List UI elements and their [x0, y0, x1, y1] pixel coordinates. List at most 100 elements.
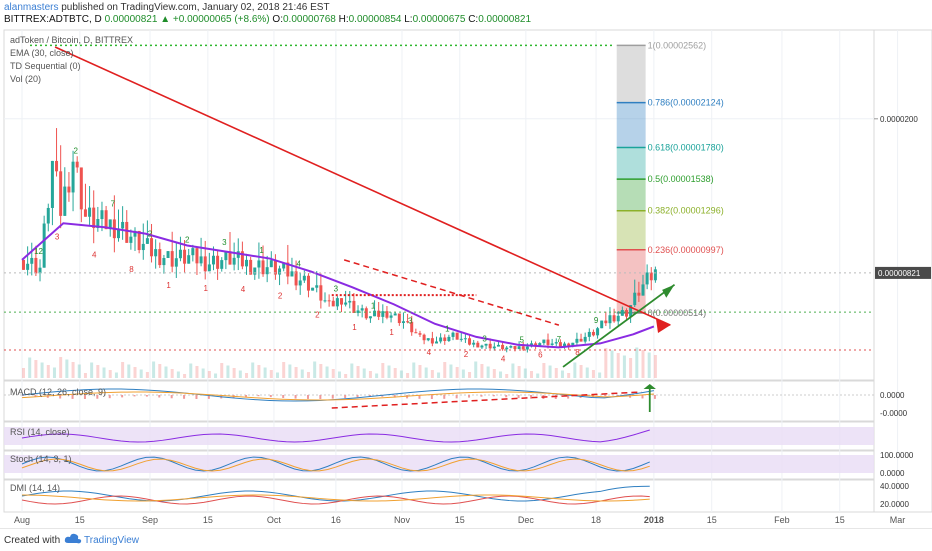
fib-band: [616, 210, 646, 250]
volume-bar: [232, 368, 236, 378]
volume-bar: [430, 370, 434, 378]
macd-histogram-bar: [381, 395, 384, 397]
candle-body: [178, 249, 182, 259]
candle-body: [393, 313, 397, 316]
candle-body: [216, 255, 220, 269]
volume-bar: [523, 368, 527, 378]
candle-body: [397, 313, 401, 324]
candle-body: [352, 300, 356, 313]
dmi-pane[interactable]: [3, 479, 875, 513]
stoch-k-line: [21, 456, 650, 472]
volume-bar: [28, 357, 32, 378]
macd-histogram-bar: [331, 395, 334, 399]
candle-body: [525, 346, 529, 350]
candle-body: [195, 248, 199, 264]
candle-body: [587, 331, 591, 337]
last-value: 0.00000821: [104, 14, 158, 25]
candle-body: [137, 230, 141, 251]
candle-body: [492, 346, 496, 349]
volume-bar: [139, 369, 143, 378]
candle-body: [542, 339, 546, 344]
dmi-y-label: 40.0000: [880, 482, 909, 491]
candle-body: [315, 285, 319, 288]
volume-bar: [275, 372, 279, 378]
candle-body: [282, 262, 286, 269]
candle-body: [269, 260, 273, 268]
dmi-minus-line: [21, 495, 650, 505]
stoch-d-line: [21, 458, 650, 472]
candle-body: [608, 315, 612, 324]
macd-histogram-bar: [245, 395, 248, 397]
candle-body: [174, 258, 178, 267]
candle-body: [154, 249, 158, 257]
td-count-label: 9: [594, 316, 599, 325]
price-chart[interactable]: 1(0.00002562) 0.786(0.00002124) 0.618(0.00…: [0, 0, 932, 528]
x-tick-label: 2018: [644, 515, 664, 525]
candle-body: [571, 342, 575, 347]
candle-body: [616, 315, 620, 322]
last-price-label: 0.00000821: [878, 269, 921, 278]
candle-body: [368, 316, 372, 319]
volume-bar: [331, 369, 335, 378]
macd-histogram-bar: [344, 395, 347, 399]
publish-info: published on TradingView.com, January 02…: [61, 2, 330, 13]
volume-bar: [610, 350, 614, 378]
volume-bar: [158, 364, 162, 378]
volume-bar: [251, 362, 255, 378]
candle-body: [50, 160, 54, 208]
candle-body: [63, 186, 67, 216]
fib-level-label: 0.5(0.00001538): [648, 174, 714, 184]
macd-histogram-bar: [629, 395, 632, 398]
macd-histogram-bar: [368, 395, 371, 397]
td-count-label: 1: [371, 301, 376, 310]
candle-body: [265, 267, 269, 275]
volume-bar: [424, 367, 428, 378]
macd-histogram-bar: [282, 395, 285, 398]
candle-body: [418, 333, 422, 335]
dmi-plus-line: [21, 485, 650, 502]
author-link[interactable]: alanmasters: [4, 2, 59, 13]
candle-body: [26, 263, 30, 270]
candle-body: [245, 259, 249, 267]
volume-bar: [22, 368, 25, 378]
td-count-label: 4: [241, 285, 246, 294]
volume-bar: [468, 372, 472, 378]
candle-body: [459, 338, 463, 340]
x-tick-label: 15: [455, 515, 465, 525]
td-count-label: 4: [92, 250, 97, 259]
tradingview-brand[interactable]: TradingView: [84, 535, 140, 546]
candle-body: [141, 243, 145, 251]
macd-histogram-bar: [195, 395, 198, 399]
volume-bar: [220, 363, 224, 378]
candle-body: [116, 228, 120, 239]
macd-histogram-bar: [306, 395, 309, 399]
candle-body: [579, 338, 583, 342]
td-count-label: 2: [278, 292, 283, 301]
x-tick-label: Nov: [394, 515, 411, 525]
macd-histogram-bar: [517, 395, 520, 399]
fib-band: [616, 147, 646, 180]
volume-bar: [114, 372, 118, 378]
macd-histogram-bar: [653, 395, 656, 399]
fib-level-label: 0(0.00000514): [648, 308, 707, 318]
macd-histogram-bar: [170, 395, 173, 399]
main-pane[interactable]: [3, 29, 875, 381]
volume-bar: [195, 366, 199, 378]
volume-bar: [542, 363, 546, 378]
close-label: C:: [468, 14, 479, 25]
macd-pane[interactable]: [3, 380, 875, 422]
volume-bar: [480, 364, 484, 378]
candle-body: [509, 346, 513, 348]
fib-level-label: 0.618(0.00001780): [648, 143, 724, 153]
uptrend-arrowhead: [662, 284, 675, 298]
volume-bar: [238, 370, 242, 378]
volume-bar: [133, 367, 137, 378]
macd-histogram-bar: [207, 395, 210, 399]
macd-histogram-bar: [158, 395, 161, 398]
volume-bar: [102, 367, 106, 378]
candle-body: [55, 160, 59, 172]
candle-body: [455, 332, 459, 340]
candle-body: [435, 341, 438, 344]
td-count-label: 1: [166, 281, 171, 290]
y-tick-label: 0.0000200: [880, 115, 918, 124]
